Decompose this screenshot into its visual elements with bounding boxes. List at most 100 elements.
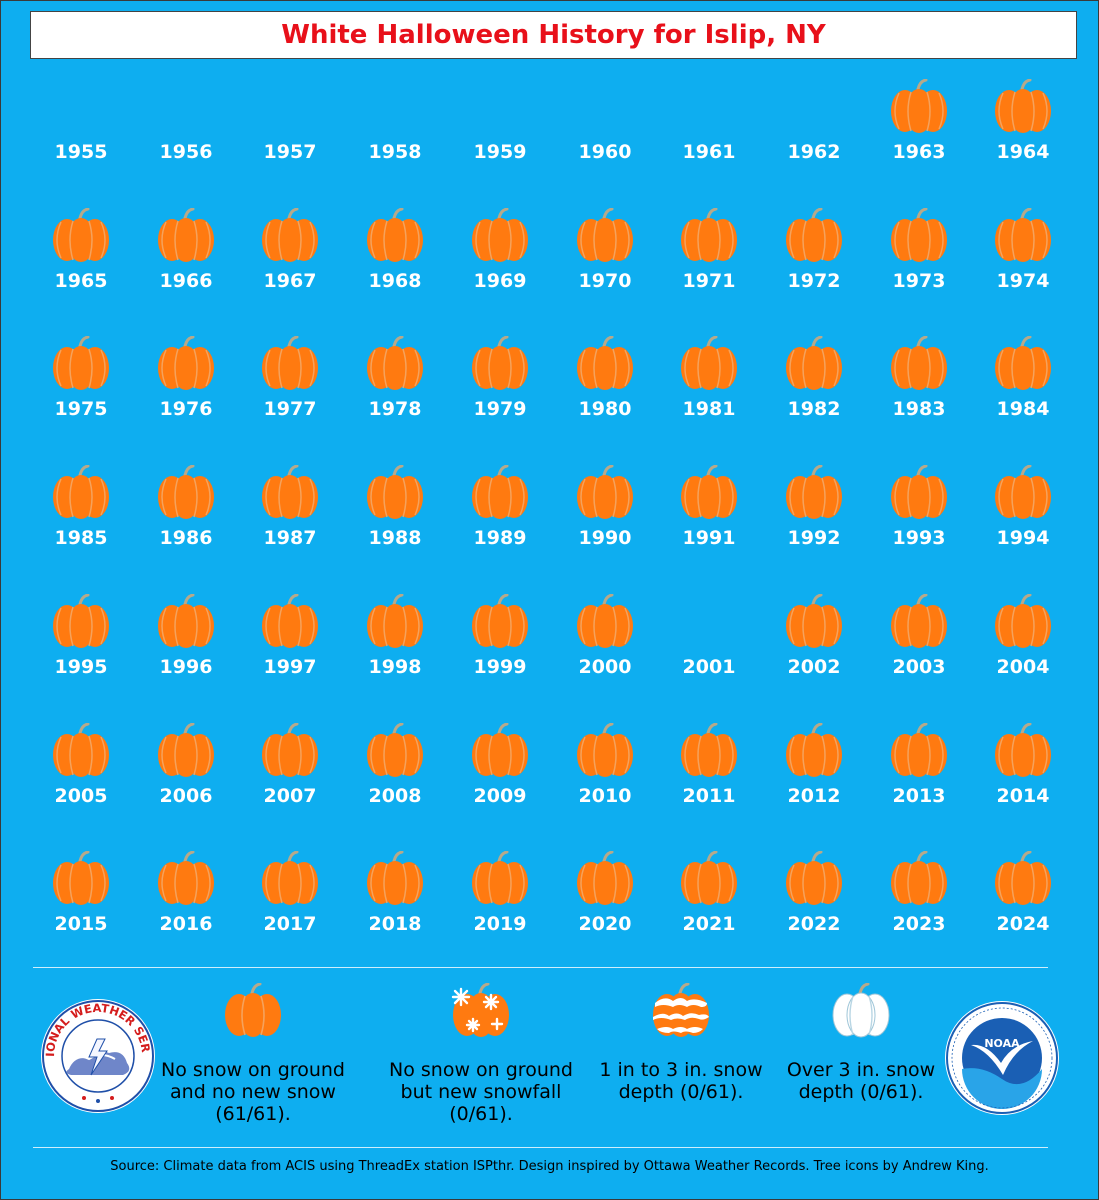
orange-pumpkin-icon	[472, 336, 528, 390]
orange-pumpkin-icon	[53, 336, 109, 390]
year-cell: 2012	[762, 723, 866, 833]
year-cell: 1968	[343, 208, 447, 318]
year-label: 1967	[263, 270, 317, 292]
year-label: 2007	[263, 785, 317, 807]
year-cell: 1961	[657, 79, 761, 189]
year-cell: 1977	[238, 336, 342, 446]
legend-label-depth-1-3: 1 in to 3 in. snow depth (0/61).	[599, 1059, 763, 1103]
year-label: 1960	[578, 141, 632, 163]
orange-pumpkin-icon	[367, 851, 423, 905]
year-cell: 1997	[238, 594, 342, 704]
year-cell: 1994	[971, 465, 1075, 575]
year-cell: 1989	[448, 465, 552, 575]
orange-pumpkin-icon	[995, 336, 1051, 390]
year-cell: 2001	[657, 594, 761, 704]
orange-pumpkin-icon	[891, 79, 947, 133]
white-pumpkin-icon	[832, 983, 890, 1038]
orange-pumpkin-icon	[786, 723, 842, 777]
orange-pumpkin-icon	[577, 465, 633, 519]
orange-pumpkin-icon	[995, 851, 1051, 905]
year-cell: 1999	[448, 594, 552, 704]
year-label: 1966	[159, 270, 213, 292]
year-label: 2012	[787, 785, 841, 807]
orange-pumpkin-icon	[262, 465, 318, 519]
year-label: 1986	[159, 527, 213, 549]
snowflake-pumpkin-icon	[451, 983, 509, 1037]
orange-pumpkin-icon	[995, 594, 1051, 648]
year-cell: 1973	[867, 208, 971, 318]
year-cell: 1970	[553, 208, 657, 318]
year-label: 1973	[892, 270, 946, 292]
year-label: 1981	[682, 398, 736, 420]
year-cell: 1982	[762, 336, 866, 446]
year-cell: 1980	[553, 336, 657, 446]
orange-pumpkin-icon	[262, 851, 318, 905]
year-label: 1985	[54, 527, 108, 549]
year-label: 2011	[682, 785, 736, 807]
year-label: 1956	[159, 141, 213, 163]
orange-pumpkin-icon	[262, 336, 318, 390]
year-label: 1979	[473, 398, 527, 420]
nws-logo: NATIONAL WEATHER SERVICE	[39, 997, 155, 1113]
year-label: 1991	[682, 527, 736, 549]
year-cell: 2011	[657, 723, 761, 833]
year-label: 1992	[787, 527, 841, 549]
year-label: 1987	[263, 527, 317, 549]
year-cell: 1984	[971, 336, 1075, 446]
year-label: 2024	[996, 913, 1050, 935]
orange-pumpkin-icon	[158, 208, 214, 262]
orange-pumpkin-icon	[995, 723, 1051, 777]
legend-label-no-snow: No snow on ground and no new snow (61/61…	[161, 1059, 345, 1125]
year-cell: 2010	[553, 723, 657, 833]
year-label: 2009	[473, 785, 527, 807]
year-cell: 2022	[762, 851, 866, 961]
year-cell: 2016	[134, 851, 238, 961]
year-label: 2010	[578, 785, 632, 807]
year-cell: 1958	[343, 79, 447, 189]
orange-pumpkin-icon	[262, 723, 318, 777]
orange-pumpkin-icon	[472, 851, 528, 905]
orange-pumpkin-icon	[995, 79, 1051, 133]
orange-pumpkin-icon	[53, 851, 109, 905]
year-label: 1993	[892, 527, 946, 549]
year-label: 2018	[368, 913, 422, 935]
year-label: 1974	[996, 270, 1050, 292]
source-note: Source: Climate data from ACIS using Thr…	[110, 1159, 989, 1174]
orange-pumpkin-icon	[367, 723, 423, 777]
year-cell: 2004	[971, 594, 1075, 704]
orange-pumpkin-icon	[225, 983, 281, 1037]
orange-pumpkin-icon	[53, 594, 109, 648]
orange-pumpkin-icon	[472, 723, 528, 777]
year-cell: 1969	[448, 208, 552, 318]
orange-pumpkin-icon	[786, 594, 842, 648]
orange-pumpkin-icon	[891, 851, 947, 905]
year-cell: 1987	[238, 465, 342, 575]
year-cell: 2024	[971, 851, 1075, 961]
year-cell: 1956	[134, 79, 238, 189]
orange-pumpkin-icon	[681, 465, 737, 519]
orange-pumpkin-icon	[53, 465, 109, 519]
orange-pumpkin-icon	[786, 465, 842, 519]
year-cell: 1974	[971, 208, 1075, 318]
orange-pumpkin-icon	[891, 465, 947, 519]
year-cell: 1983	[867, 336, 971, 446]
year-cell: 1979	[448, 336, 552, 446]
orange-pumpkin-icon	[53, 723, 109, 777]
year-label: 2015	[54, 913, 108, 935]
orange-pumpkin-icon	[472, 465, 528, 519]
year-cell: 2018	[343, 851, 447, 961]
divider-bottom	[33, 1147, 1048, 1148]
year-cell: 2000	[553, 594, 657, 704]
year-label: 1968	[368, 270, 422, 292]
year-label: 2013	[892, 785, 946, 807]
year-cell: 2020	[553, 851, 657, 961]
legend-label-depth-over-3: Over 3 in. snow depth (0/61).	[786, 1059, 936, 1103]
orange-pumpkin-icon	[891, 723, 947, 777]
year-cell: 1975	[29, 336, 133, 446]
year-label: 2002	[787, 656, 841, 678]
year-label: 1964	[996, 141, 1050, 163]
year-cell: 1959	[448, 79, 552, 189]
year-label: 1977	[263, 398, 317, 420]
year-label: 1999	[473, 656, 527, 678]
